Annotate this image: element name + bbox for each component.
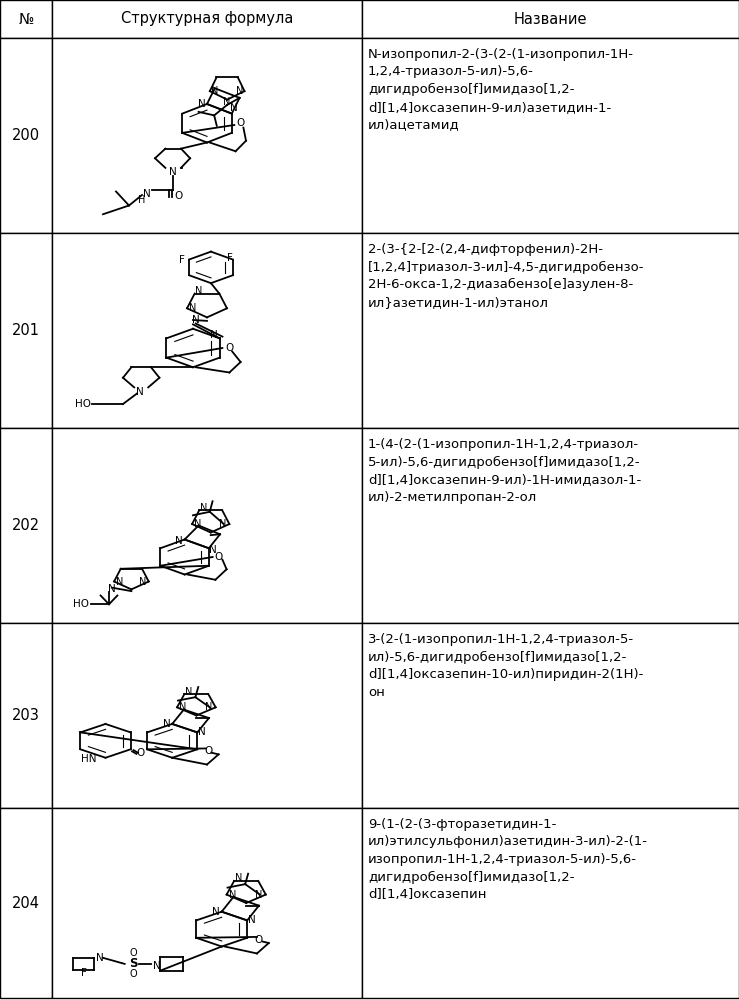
Text: N: N: [198, 727, 205, 737]
Bar: [362, 428, 739, 623]
Text: HN: HN: [81, 754, 97, 764]
Bar: [362, 623, 739, 808]
Text: F: F: [81, 968, 86, 978]
Text: N: N: [108, 584, 116, 593]
Text: O: O: [236, 118, 245, 128]
Bar: [52, 233, 362, 428]
Text: N: N: [236, 86, 243, 96]
Text: O: O: [204, 746, 213, 756]
Bar: [362, 233, 739, 428]
Bar: [0, 808, 52, 998]
Bar: [52, 808, 362, 998]
Text: F: F: [179, 255, 185, 265]
Text: N-изопропил-2-(3-(2-(1-изопропил-1Н-
1,2,4-триазол-5-ил)-5,6-
дигидробензо[f]ими: N-изопропил-2-(3-(2-(1-изопропил-1Н- 1,2…: [368, 48, 634, 131]
Text: N: N: [205, 702, 212, 712]
Text: HO: HO: [72, 599, 89, 609]
Text: Название: Название: [514, 11, 588, 26]
Text: N: N: [116, 577, 123, 587]
Text: O: O: [129, 948, 137, 958]
Text: 203: 203: [12, 708, 40, 723]
Text: N: N: [189, 303, 197, 313]
Text: N: N: [185, 687, 192, 697]
Text: O: O: [214, 552, 222, 562]
Text: N: N: [210, 330, 218, 340]
Text: N: N: [96, 953, 103, 963]
Bar: [362, 0, 739, 38]
Bar: [0, 38, 52, 233]
Bar: [52, 38, 362, 233]
Text: N: N: [192, 315, 200, 325]
Text: Структурная формула: Структурная формула: [120, 11, 293, 26]
Text: N: N: [143, 189, 151, 199]
Bar: [0, 233, 52, 428]
Text: 9-(1-(2-(3-фторазетидин-1-
ил)этилсульфонил)азетидин-3-ил)-2-(1-
изопропил-1Н-1,: 9-(1-(2-(3-фторазетидин-1- ил)этилсульфо…: [368, 818, 648, 901]
Bar: [52, 428, 362, 623]
Text: O: O: [137, 748, 145, 758]
Text: O: O: [129, 969, 137, 979]
Text: 200: 200: [12, 128, 40, 143]
Text: N: N: [140, 577, 147, 587]
Text: H: H: [138, 195, 146, 205]
Text: 1-(4-(2-(1-изопропил-1Н-1,2,4-триазол-
5-ил)-5,6-дигидробензо[f]имидазо[1,2-
d][: 1-(4-(2-(1-изопропил-1Н-1,2,4-триазол- 5…: [368, 438, 641, 504]
Text: N: N: [198, 99, 205, 109]
Bar: [0, 428, 52, 623]
Bar: [0, 0, 52, 38]
Text: N: N: [231, 103, 238, 113]
Text: O: O: [225, 343, 234, 353]
Bar: [52, 623, 362, 808]
Text: N: N: [153, 961, 161, 971]
Text: N: N: [175, 536, 183, 546]
Text: N: N: [200, 503, 207, 513]
Text: N: N: [255, 890, 262, 900]
Text: F: F: [227, 253, 233, 263]
Text: 201: 201: [12, 323, 40, 338]
Bar: [0, 0, 739, 38]
Text: N: N: [209, 545, 217, 555]
Bar: [362, 38, 739, 233]
Bar: [362, 808, 739, 998]
Text: N: N: [219, 519, 226, 529]
Text: N: N: [195, 286, 202, 296]
Text: 204: 204: [12, 896, 40, 910]
Text: O: O: [174, 191, 183, 201]
Text: N: N: [194, 519, 201, 529]
Text: №: №: [18, 11, 34, 26]
Text: N: N: [163, 719, 170, 729]
Text: HO: HO: [75, 399, 92, 409]
Text: N: N: [223, 97, 231, 107]
Text: N: N: [169, 167, 177, 177]
Text: N: N: [229, 890, 236, 900]
Text: N: N: [248, 915, 256, 925]
Text: N: N: [212, 907, 219, 917]
Bar: [0, 623, 52, 808]
Text: N: N: [136, 387, 143, 397]
Text: S: S: [129, 957, 137, 970]
Text: N: N: [211, 86, 219, 96]
Text: 202: 202: [12, 518, 40, 533]
Text: N: N: [179, 702, 186, 712]
Bar: [52, 0, 362, 38]
Text: O: O: [254, 935, 262, 945]
Text: 3-(2-(1-изопропил-1Н-1,2,4-триазол-5-
ил)-5,6-дигидробензо[f]имидазо[1,2-
d][1,4: 3-(2-(1-изопропил-1Н-1,2,4-триазол-5- ил…: [368, 633, 644, 699]
Text: N: N: [235, 873, 242, 883]
Text: 2-(3-{2-[2-(2,4-дифторфенил)-2Н-
[1,2,4]триазол-3-ил]-4,5-дигидробензо-
2Н-6-окс: 2-(3-{2-[2-(2,4-дифторфенил)-2Н- [1,2,4]…: [368, 243, 644, 309]
